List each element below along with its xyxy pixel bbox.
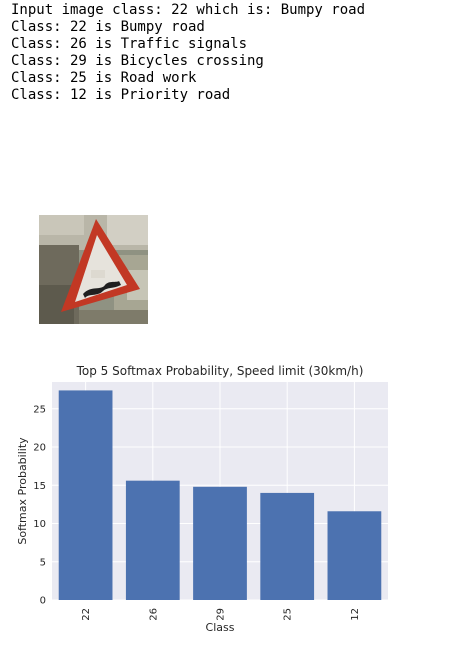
- x-tick-label: 25: [283, 608, 294, 621]
- y-tick-label: 5: [40, 557, 46, 568]
- x-axis-label: Class: [206, 621, 235, 634]
- output-line: Class: 12 is Priority road: [11, 87, 231, 103]
- x-tick-labels: 22 26 29 25 12: [81, 608, 361, 621]
- bumpy-road-sign-picture: [39, 215, 148, 324]
- output-text: Input image class: 22 which is: Bumpy ro…: [11, 2, 365, 104]
- y-tick-label: 0: [40, 596, 46, 607]
- chart-title: Top 5 Softmax Probability, Speed limit (…: [76, 364, 364, 378]
- x-tick-label: 26: [148, 608, 159, 621]
- bar-12: [327, 511, 382, 600]
- bar-22: [58, 390, 113, 600]
- bar-25: [260, 492, 315, 600]
- output-line: Class: 22 is Bumpy road: [11, 19, 205, 35]
- output-line: Class: 25 is Road work: [11, 70, 197, 86]
- y-tick-label: 15: [33, 481, 46, 492]
- y-tick-labels: 0 5 10 15 20 25: [33, 404, 46, 606]
- x-tick-label: 22: [81, 608, 92, 621]
- softmax-bar-chart: Top 5 Softmax Probability, Speed limit (…: [16, 364, 388, 634]
- y-tick-label: 10: [33, 519, 46, 530]
- output-line: Input image class: 22 which is: Bumpy ro…: [11, 2, 366, 18]
- output-line: Class: 26 is Traffic signals: [11, 36, 248, 52]
- bar-26: [125, 480, 180, 600]
- bar-29: [193, 486, 247, 600]
- bars: [58, 390, 382, 600]
- traffic-sign-image: [39, 215, 148, 324]
- y-axis-label: Softmax Probability: [16, 437, 29, 545]
- x-tick-label: 12: [350, 608, 361, 621]
- x-tick-label: 29: [216, 608, 227, 621]
- output-line: Class: 29 is Bicycles crossing: [11, 53, 264, 69]
- y-tick-label: 20: [33, 443, 46, 454]
- y-tick-label: 25: [33, 404, 46, 415]
